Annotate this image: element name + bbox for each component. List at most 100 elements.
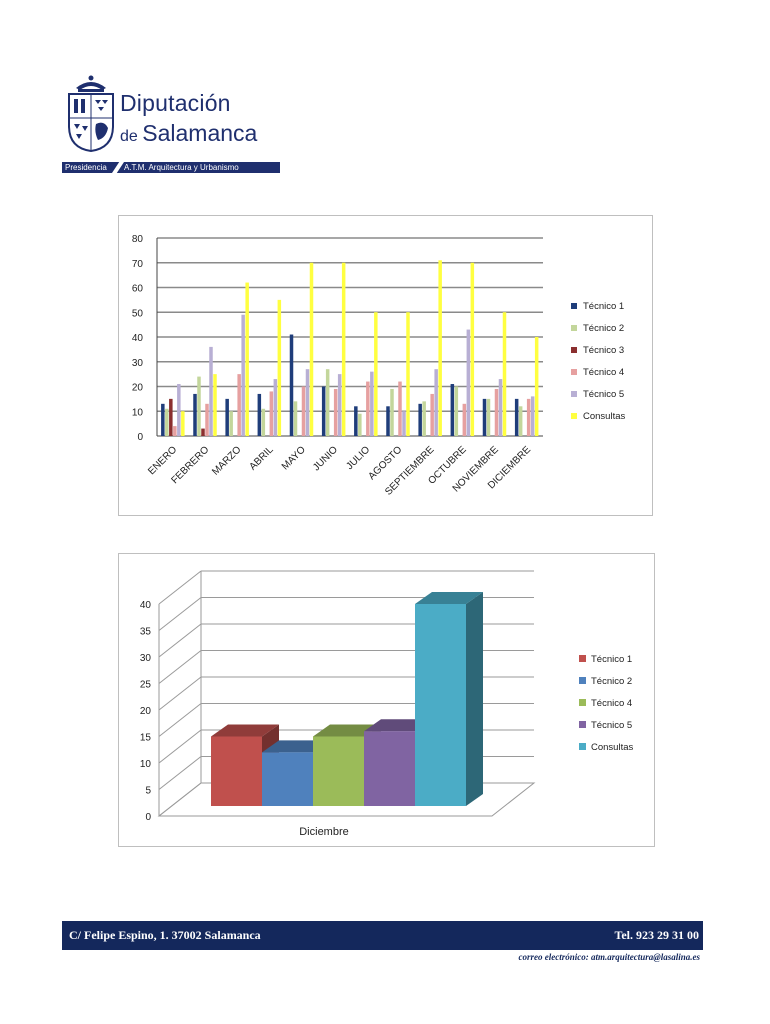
bar-consultas — [374, 312, 378, 436]
bar-consultas — [502, 312, 507, 436]
y-tick-label: 30 — [140, 653, 152, 664]
legend-label: Técnico 1 — [591, 654, 632, 665]
legend-swatch — [579, 677, 586, 684]
gridline-side — [158, 729, 202, 764]
gridline-side — [158, 597, 202, 631]
legend-label: Técnico 1 — [583, 301, 624, 312]
bar3d-front-t-cnico-4 — [313, 736, 364, 806]
bar-divider — [112, 162, 124, 173]
bar-t-cnico-1 — [193, 393, 197, 436]
bar-t-cnico-4 — [301, 386, 306, 436]
bar-t-cnico-5 — [337, 374, 342, 436]
bar-t-cnico-2 — [454, 386, 459, 436]
bar-t-cnico-1 — [450, 384, 455, 436]
bar-t-cnico-5 — [530, 396, 535, 436]
bar-t-cnico-5 — [209, 346, 213, 436]
footer-bar: C/ Felipe Espino, 1. 37002 Salamanca Tel… — [62, 921, 703, 950]
y-tick-label: 60 — [132, 284, 144, 295]
x-category-label: JUNIO — [311, 444, 340, 473]
legend-label: Técnico 3 — [583, 345, 624, 356]
bar-t-cnico-1 — [321, 386, 326, 436]
gridline-side — [158, 782, 202, 817]
bar-t-cnico-2 — [486, 398, 491, 436]
bar-t-cnico-4 — [494, 388, 499, 436]
bar-t-cnico-1 — [386, 406, 390, 436]
legend-swatch — [579, 743, 586, 750]
coat-of-arms-icon — [68, 75, 114, 152]
bar-t-cnico-1 — [354, 406, 358, 436]
bar-consultas — [213, 374, 217, 436]
bar-t-cnico-4 — [237, 374, 241, 436]
legend-swatch — [579, 721, 586, 728]
legend-swatch — [571, 413, 577, 419]
y-tick-label: 20 — [132, 383, 144, 394]
org-name-line2: de Salamanca — [120, 120, 257, 147]
bar-t-cnico-2 — [197, 376, 201, 436]
bar-t-cnico-5 — [273, 379, 278, 436]
bar-t-cnico-5 — [434, 369, 438, 436]
gridline-side — [158, 570, 202, 605]
organization-logo: Diputación de Salamanca Presidencia A.T.… — [62, 66, 280, 174]
bar-t-cnico-2 — [325, 369, 330, 436]
department-atm: A.T.M. Arquitectura y Urbanismo — [124, 163, 239, 172]
bar-t-cnico-5 — [177, 384, 181, 436]
bar-t-cnico-3 — [201, 428, 205, 436]
bar-t-cnico-5 — [498, 379, 503, 436]
legend-label: Técnico 4 — [591, 698, 632, 709]
legend-swatch — [571, 391, 577, 397]
department-bar: Presidencia A.T.M. Arquitectura y Urbani… — [62, 162, 280, 173]
bar-t-cnico-2 — [165, 408, 169, 436]
y-tick-label: 10 — [132, 407, 144, 418]
bar-consultas — [534, 337, 539, 436]
bar-consultas — [470, 262, 475, 436]
legend-label: Técnico 4 — [583, 367, 624, 378]
bar3d-front-consultas — [415, 604, 466, 806]
footer-phone: Tel. 923 29 31 00 — [614, 928, 699, 942]
legend-swatch — [571, 369, 577, 375]
legend-swatch — [579, 699, 586, 706]
y-tick-label: 0 — [145, 812, 151, 823]
monthly-bar-chart: 0 10 20 30 40 50 60 70 80 ENERO FEBRERO MARZO ABRIL M… — [118, 215, 653, 516]
legend-label: Técnico 2 — [583, 323, 624, 334]
x-category-label: MAYO — [280, 444, 308, 472]
y-tick-label: 50 — [132, 308, 144, 319]
gridline-side — [158, 676, 202, 711]
gridline-side — [158, 703, 202, 737]
bar-t-cnico-1 — [225, 398, 229, 436]
bar-t-cnico-2 — [390, 388, 394, 436]
legend-swatch — [571, 325, 577, 331]
bar3d-side-consultas — [466, 592, 483, 806]
bar-t-cnico-4 — [398, 381, 402, 436]
org-name-prefix: de — [120, 128, 138, 145]
org-name-city: Salamanca — [142, 120, 258, 146]
bar3d-top-t-cnico-1 — [211, 724, 279, 737]
legend-label: Técnico 5 — [591, 720, 632, 731]
y-tick-label: 40 — [132, 333, 144, 344]
y-tick-label: 70 — [132, 259, 144, 270]
y-tick-label: 80 — [132, 234, 144, 245]
org-name-line1: Diputación — [120, 90, 231, 116]
bar-t-cnico-1 — [161, 403, 165, 436]
bar-t-cnico-1 — [418, 403, 422, 436]
department-presidencia: Presidencia — [65, 163, 107, 172]
bar-consultas — [406, 312, 410, 436]
bar3d-front-t-cnico-5 — [364, 731, 415, 806]
y-tick-label: 15 — [140, 733, 152, 744]
y-tick-label: 35 — [140, 627, 152, 638]
legend-label: Técnico 2 — [591, 676, 632, 687]
bar-t-cnico-5 — [402, 411, 406, 436]
bar-t-cnico-5 — [305, 369, 310, 436]
legend-swatch — [571, 347, 577, 353]
bar3d-front-t-cnico-2 — [262, 752, 313, 806]
legend-label: Técnico 5 — [583, 389, 624, 400]
bar-t-cnico-5 — [466, 329, 471, 436]
x-category-label: ABRIL — [247, 444, 276, 473]
bar-t-cnico-4 — [333, 388, 338, 436]
bar-t-cnico-4 — [269, 391, 274, 436]
december-3d-bar-chart-svg: 0 5 10 15 20 25 30 35 40 Diciembre Técnico 1 Técnic… — [140, 570, 633, 838]
bar3d-top-consultas — [415, 592, 483, 604]
bar3d-front-t-cnico-1 — [211, 736, 262, 806]
footer-address: C/ Felipe Espino, 1. 37002 Salamanca — [69, 928, 261, 942]
bar-t-cnico-4 — [205, 403, 209, 436]
